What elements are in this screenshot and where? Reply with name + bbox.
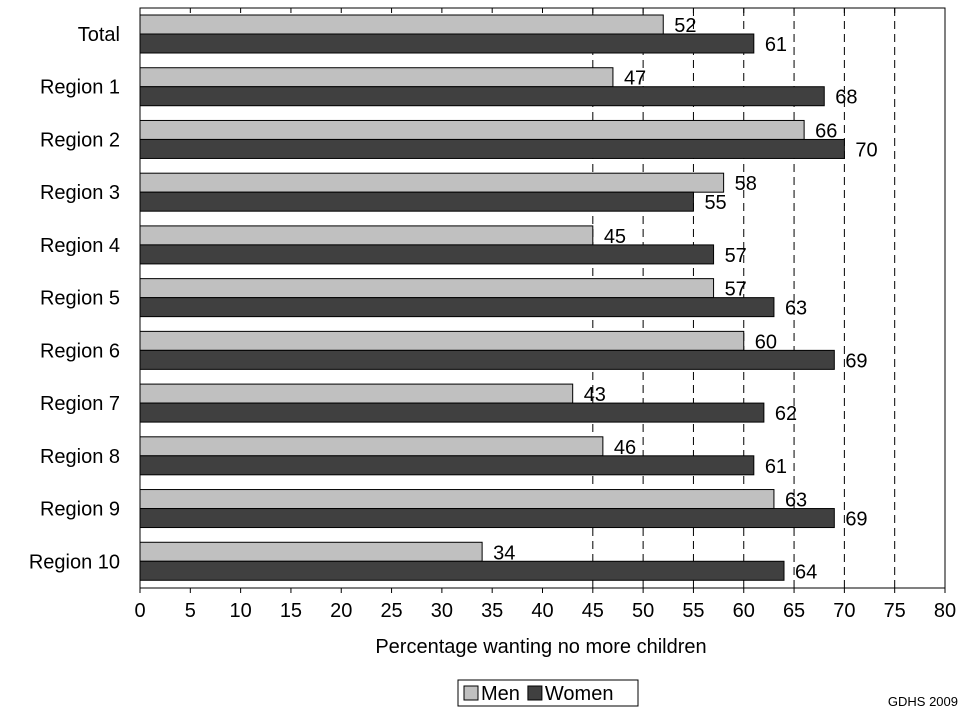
bar-women-region-7 bbox=[139, 402, 765, 423]
value-label: 63 bbox=[785, 490, 807, 512]
x-ticks: 0 5 10 15 20 25 30 35 40 45 50 55 60 65 70 75 80 bbox=[134, 8, 956, 622]
bar-women-region-9 bbox=[139, 508, 835, 529]
category-labels: Total Region 1 Region 2 Region 3 Region 4 Reg… bbox=[29, 24, 120, 573]
value-label: 57 bbox=[725, 245, 747, 267]
bar-men-region-5 bbox=[139, 278, 715, 299]
bar-women-region-2 bbox=[139, 138, 845, 159]
value-label: 69 bbox=[845, 509, 867, 531]
tick-label: 50 bbox=[632, 600, 654, 622]
value-label: 70 bbox=[855, 139, 877, 161]
bar-men-total bbox=[139, 14, 664, 35]
value-label: 66 bbox=[815, 120, 837, 142]
tick-label: 65 bbox=[783, 600, 805, 622]
value-label: 63 bbox=[785, 298, 807, 320]
tick-label: 45 bbox=[582, 600, 604, 622]
tick-label: 30 bbox=[431, 600, 453, 622]
tick-label: 15 bbox=[280, 600, 302, 622]
tick-label: 75 bbox=[884, 600, 906, 622]
value-label: 57 bbox=[725, 279, 747, 301]
bar-women-region-8 bbox=[139, 455, 755, 476]
category-label: Region 7 bbox=[40, 393, 120, 415]
source-note: GDHS 2009 bbox=[888, 694, 958, 708]
legend-box bbox=[457, 679, 639, 707]
tick-label: 10 bbox=[230, 600, 252, 622]
legend: Men Women bbox=[457, 679, 639, 707]
bar-men-region-10 bbox=[139, 541, 483, 562]
bar-men-region-8 bbox=[139, 436, 604, 457]
bar-men-region-3 bbox=[139, 172, 725, 193]
tick-label: 5 bbox=[185, 600, 196, 622]
legend-label: Men bbox=[481, 683, 520, 705]
tick-label: 20 bbox=[330, 600, 352, 622]
value-label: 62 bbox=[775, 403, 797, 425]
bar-men-region-1 bbox=[139, 67, 614, 88]
category-label: Region 8 bbox=[40, 446, 120, 468]
category-label: Region 6 bbox=[40, 340, 120, 362]
tick-label: 35 bbox=[481, 600, 503, 622]
x-axis-title: Percentage wanting no more children bbox=[375, 636, 706, 658]
value-labels: 52 61 47 68 66 70 58 55 45 57 57 63 60 69 43 62 46 61 63 69… bbox=[493, 15, 878, 583]
value-label: 58 bbox=[735, 173, 757, 195]
value-label: 68 bbox=[835, 87, 857, 109]
value-label: 64 bbox=[795, 561, 817, 583]
value-label: 34 bbox=[493, 542, 515, 564]
value-label: 60 bbox=[755, 331, 777, 353]
category-label: Region 9 bbox=[40, 499, 120, 521]
category-label: Region 3 bbox=[40, 182, 120, 204]
value-label: 43 bbox=[584, 384, 606, 406]
category-label: Region 5 bbox=[40, 288, 120, 310]
legend-label: Women bbox=[545, 683, 614, 705]
tick-label: 55 bbox=[682, 600, 704, 622]
tick-label: 0 bbox=[134, 600, 145, 622]
tick-label: 70 bbox=[833, 600, 855, 622]
category-label: Region 1 bbox=[40, 77, 120, 99]
category-label: Region 4 bbox=[40, 235, 120, 257]
legend-swatch bbox=[463, 685, 479, 701]
value-label: 52 bbox=[674, 15, 696, 37]
tick-label: 60 bbox=[733, 600, 755, 622]
value-label: 69 bbox=[845, 350, 867, 372]
bars bbox=[139, 14, 845, 581]
category-label: Region 10 bbox=[29, 551, 120, 573]
value-label: 45 bbox=[604, 226, 626, 248]
category-label: Region 2 bbox=[40, 129, 120, 151]
tick-label: 80 bbox=[934, 600, 956, 622]
bar-men-region-2 bbox=[139, 119, 805, 140]
bar-women-region-1 bbox=[139, 86, 825, 107]
bar-women-region-3 bbox=[139, 191, 694, 212]
tick-label: 40 bbox=[531, 600, 553, 622]
bar-women-total bbox=[139, 33, 755, 54]
bar-men-region-7 bbox=[139, 383, 574, 404]
value-label: 55 bbox=[704, 192, 726, 214]
bar-men-region-6 bbox=[139, 330, 745, 351]
tick-label: 25 bbox=[380, 600, 402, 622]
value-label: 61 bbox=[765, 456, 787, 478]
bar-women-region-5 bbox=[139, 297, 775, 318]
value-label: 61 bbox=[765, 34, 787, 56]
legend-swatch bbox=[527, 685, 543, 701]
bar-women-region-4 bbox=[139, 244, 715, 265]
bar-women-region-6 bbox=[139, 349, 835, 370]
bar-men-region-4 bbox=[139, 225, 594, 246]
value-label: 46 bbox=[614, 437, 636, 459]
value-label: 47 bbox=[624, 68, 646, 90]
bar-men-region-9 bbox=[139, 489, 775, 510]
bar-women-region-10 bbox=[139, 560, 785, 581]
category-label: Total bbox=[78, 24, 120, 46]
